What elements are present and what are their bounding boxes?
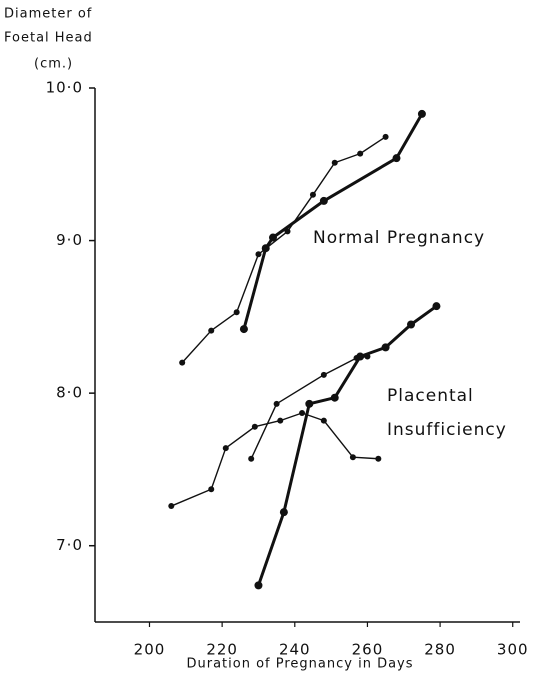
- data-point: [248, 455, 255, 462]
- data-point: [392, 154, 401, 163]
- series-line: [257, 304, 438, 586]
- data-point: [375, 455, 382, 462]
- data-point: [381, 343, 390, 352]
- x-tick-label: 260: [352, 641, 384, 659]
- data-point: [320, 417, 327, 424]
- y-tick-label: 7·0: [56, 536, 83, 554]
- x-tick-label: 300: [497, 641, 529, 659]
- data-point: [179, 359, 186, 366]
- data-point: [233, 309, 240, 316]
- series-line: [242, 113, 424, 330]
- data-point: [319, 196, 328, 205]
- data-point: [255, 251, 262, 258]
- annotation: Placental: [387, 386, 474, 406]
- data-point: [277, 417, 284, 424]
- y-tick-label: 9·0: [56, 231, 83, 249]
- y-tick-label: 8·0: [56, 384, 83, 402]
- data-point: [239, 325, 248, 334]
- data-point: [349, 454, 356, 461]
- data-point: [331, 159, 338, 166]
- data-point: [208, 486, 215, 493]
- data-point: [309, 191, 316, 198]
- x-tick-label: 240: [279, 641, 311, 659]
- data-point: [261, 244, 270, 253]
- x-tick-label: 220: [206, 641, 238, 659]
- data-point: [432, 302, 441, 311]
- y-axis-label: (cm.): [34, 57, 73, 72]
- data-point: [356, 352, 365, 361]
- y-axis-label: Foetal Head: [4, 31, 93, 46]
- data-point: [208, 327, 215, 334]
- annotation: Normal Pregnancy: [313, 228, 485, 248]
- annotation: Insufficiency: [387, 420, 507, 440]
- x-tick-label: 280: [424, 641, 456, 659]
- x-tick-label: 200: [134, 641, 166, 659]
- data-point: [320, 371, 327, 378]
- data-point: [382, 133, 389, 140]
- data-point: [417, 109, 426, 118]
- data-point: [273, 400, 280, 407]
- data-point: [222, 445, 229, 452]
- data-point: [279, 508, 288, 517]
- data-point: [268, 233, 277, 242]
- data-point: [251, 423, 258, 430]
- y-axis-label: Diameter of: [4, 7, 92, 22]
- series-line: [171, 412, 379, 507]
- data-point: [299, 409, 306, 416]
- data-point: [330, 393, 339, 402]
- data-point: [254, 581, 263, 590]
- data-point: [168, 503, 175, 510]
- data-point: [357, 150, 364, 157]
- data-point: [305, 399, 314, 408]
- y-tick-label: 10·0: [46, 79, 83, 97]
- x-axis-label: Duration of Pregnancy in Days: [186, 657, 413, 672]
- data-point: [407, 320, 416, 329]
